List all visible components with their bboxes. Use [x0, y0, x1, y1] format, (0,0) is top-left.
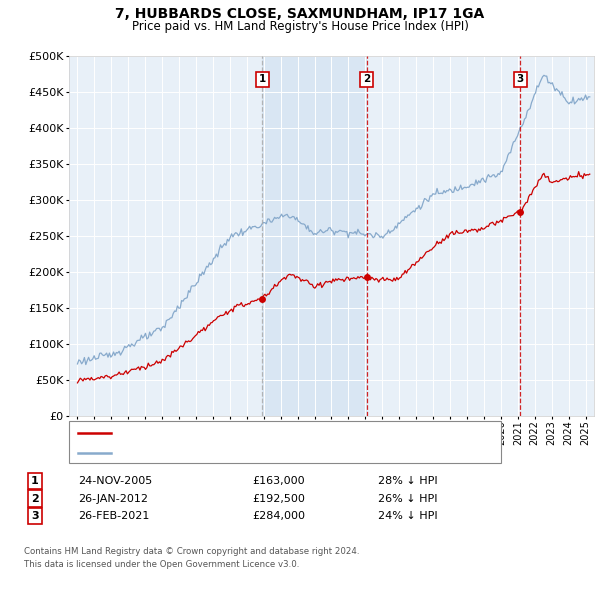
Text: 3: 3: [517, 74, 524, 84]
Text: Price paid vs. HM Land Registry's House Price Index (HPI): Price paid vs. HM Land Registry's House …: [131, 20, 469, 33]
Text: HPI: Average price, detached house, East Suffolk: HPI: Average price, detached house, East…: [117, 448, 372, 457]
Text: 24% ↓ HPI: 24% ↓ HPI: [378, 512, 437, 521]
Text: 3: 3: [31, 512, 38, 521]
Text: 28% ↓ HPI: 28% ↓ HPI: [378, 476, 437, 486]
Text: £192,500: £192,500: [252, 494, 305, 503]
Text: 24-NOV-2005: 24-NOV-2005: [78, 476, 152, 486]
Text: £284,000: £284,000: [252, 512, 305, 521]
Text: 26-JAN-2012: 26-JAN-2012: [78, 494, 148, 503]
Text: £163,000: £163,000: [252, 476, 305, 486]
Text: 26-FEB-2021: 26-FEB-2021: [78, 512, 149, 521]
Text: This data is licensed under the Open Government Licence v3.0.: This data is licensed under the Open Gov…: [24, 560, 299, 569]
Text: 7, HUBBARDS CLOSE, SAXMUNDHAM, IP17 1GA: 7, HUBBARDS CLOSE, SAXMUNDHAM, IP17 1GA: [115, 7, 485, 21]
Text: 26% ↓ HPI: 26% ↓ HPI: [378, 494, 437, 503]
Text: 7, HUBBARDS CLOSE, SAXMUNDHAM, IP17 1GA (detached house): 7, HUBBARDS CLOSE, SAXMUNDHAM, IP17 1GA …: [117, 428, 459, 438]
Text: Contains HM Land Registry data © Crown copyright and database right 2024.: Contains HM Land Registry data © Crown c…: [24, 547, 359, 556]
Text: 1: 1: [31, 476, 38, 486]
Bar: [262, 56, 367, 416]
Text: 1: 1: [259, 74, 266, 84]
Text: 2: 2: [363, 74, 370, 84]
Text: 2: 2: [31, 494, 38, 503]
